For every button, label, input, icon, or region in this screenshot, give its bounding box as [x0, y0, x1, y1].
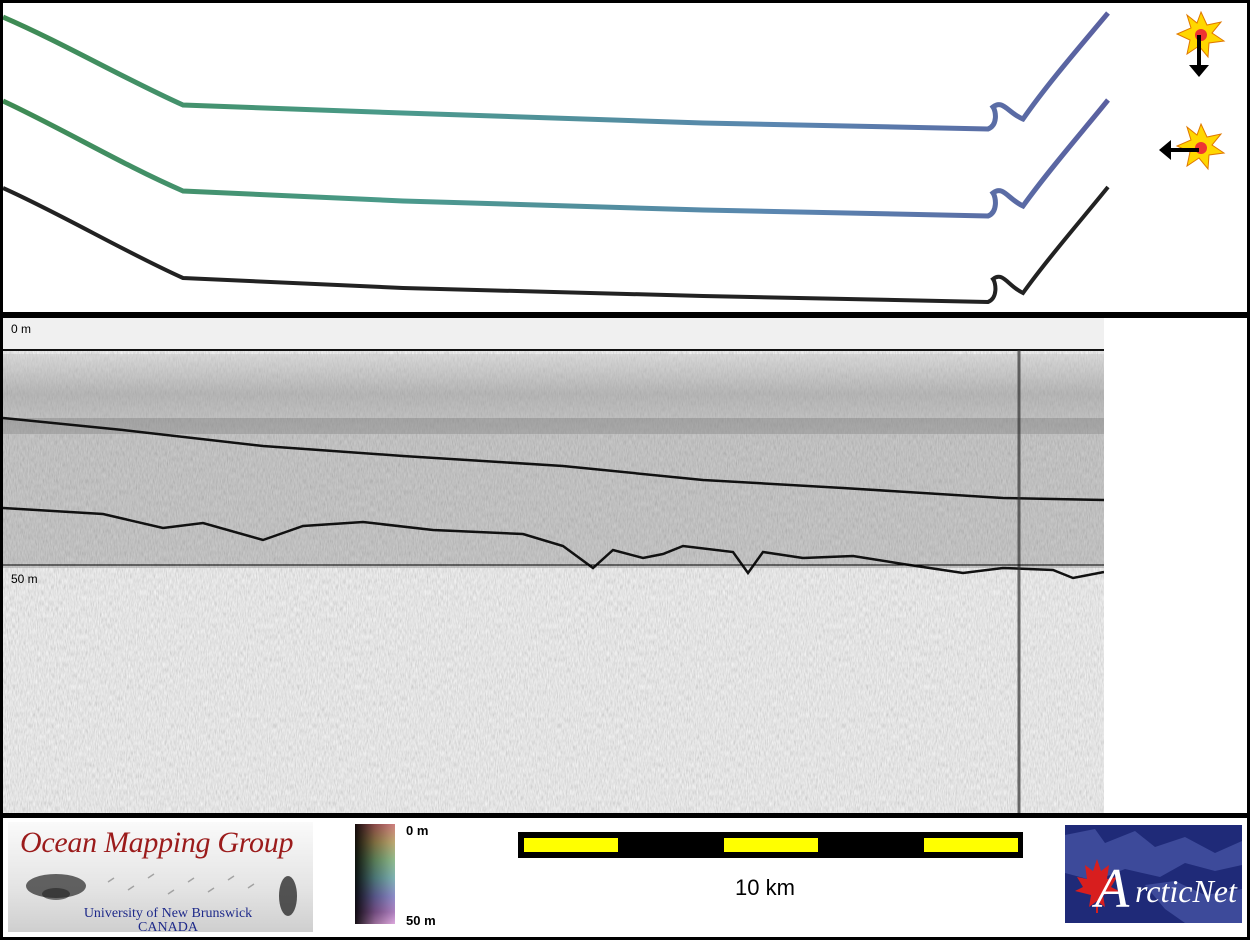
arcticnet-text: rcticNet: [1135, 873, 1237, 909]
track-ribbon-west-illuminated: [3, 98, 1110, 219]
arcticnet-logo: A rcticNet: [1065, 825, 1242, 923]
ogm-university: University of New Brunswick: [83, 906, 253, 921]
colorbar-top-label: 0 m: [406, 823, 429, 838]
seafloor-reflector: [3, 416, 1105, 502]
ogm-title: Ocean Mapping Group: [20, 826, 294, 859]
maple-leaf-icon: [1075, 859, 1119, 913]
scale-bar-segment: [924, 838, 1018, 852]
scale-bar-segment: [524, 838, 618, 852]
track-ribbon-north-illuminated: [3, 11, 1110, 132]
ogm-country: CANADA: [138, 920, 198, 932]
colorbar-bottom-label: 50 m: [406, 913, 436, 928]
sun-arrow-left-icon: [1159, 122, 1226, 171]
sun-arrow-down-icon: [1175, 10, 1226, 77]
scale-bar-segment: [724, 838, 818, 852]
subbottom-profile-panel: 0 m 50 m: [3, 318, 1247, 813]
scale-bar-label: 10 km: [735, 875, 795, 900]
depth-colorbar: [355, 824, 395, 924]
track-ribbon-black: [3, 185, 1110, 305]
footer-panel: Ocean Mapping Group University of New Br…: [3, 818, 1247, 937]
depth-label-50m: 50 m: [11, 572, 38, 586]
ocean-mapping-group-logo: Ocean Mapping Group University of New Br…: [8, 822, 313, 932]
ogm-sonar-graphic: [26, 873, 297, 916]
subsurface-reflector: [3, 506, 1105, 580]
scale-bar: [518, 832, 1023, 858]
depth-label-0m: 0 m: [11, 322, 32, 336]
track-panel: [3, 3, 1247, 312]
